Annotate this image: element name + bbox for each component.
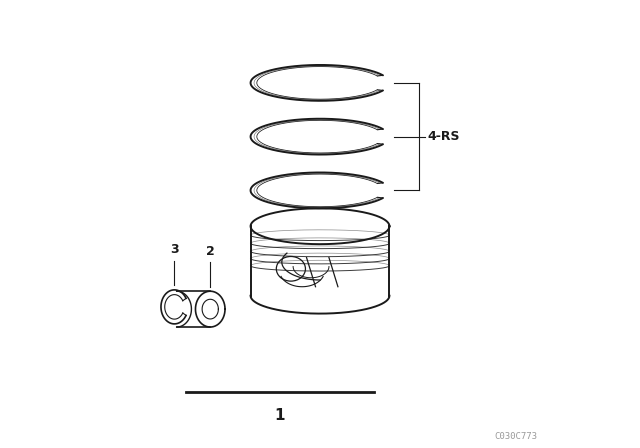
Text: 3: 3 — [170, 243, 179, 256]
Text: 4-RS: 4-RS — [428, 130, 460, 143]
Text: 1: 1 — [275, 408, 285, 422]
Text: C030C773: C030C773 — [494, 432, 538, 441]
Text: 2: 2 — [206, 245, 214, 258]
